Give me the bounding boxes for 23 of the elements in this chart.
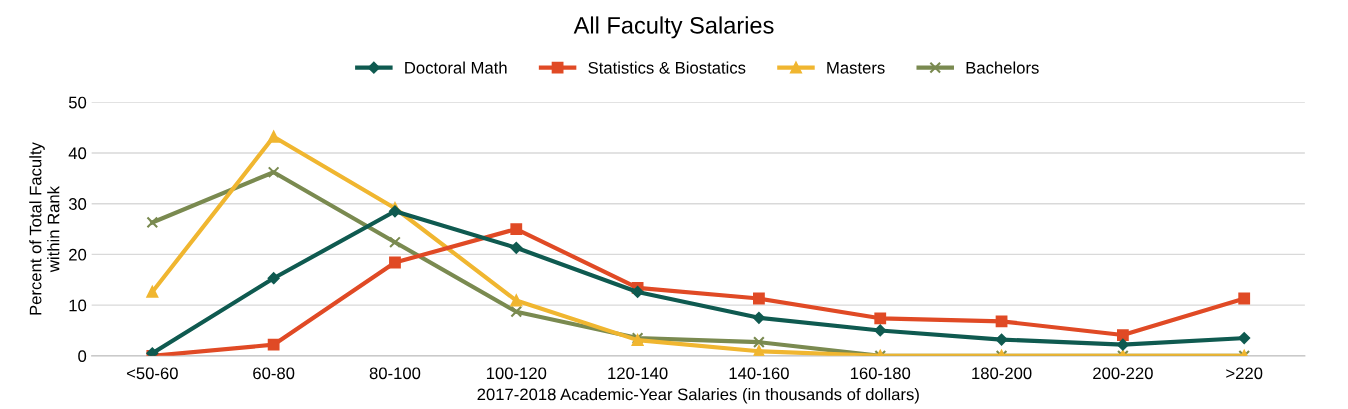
x-tick-label: 140-160 — [729, 367, 789, 380]
x-tick-label: 120-140 — [608, 367, 668, 380]
legend-label: Doctoral Math — [405, 61, 507, 74]
x-tick-label: 180-200 — [972, 367, 1032, 380]
y-tick-label: 10 — [69, 299, 87, 312]
legend-label: Statistics & Biostatics — [588, 61, 746, 74]
x-tick-label: 60-80 — [253, 367, 295, 380]
chart-title: All Faculty Salaries — [573, 16, 774, 39]
y-tick-label: 40 — [68, 147, 87, 160]
y-tick-label: 20 — [69, 248, 87, 261]
x-tick-label: 200-220 — [1093, 367, 1153, 380]
y-tick-label: 0 — [78, 350, 87, 363]
y-axis-title: Percent of Total Faculty within Rank — [29, 142, 60, 315]
x-tick-label: <50-60 — [126, 367, 178, 380]
x-tick-label: >220 — [1226, 367, 1263, 380]
y-tick-label: 50 — [68, 96, 87, 109]
legend-label: Masters — [827, 62, 885, 74]
legend-label: Bachelors — [966, 61, 1039, 74]
x-axis-title: 2017-2018 Academic-Year Salaries (in thousands of dollars) — [477, 388, 919, 404]
x-tick-label: 80-100 — [369, 367, 421, 380]
x-tick-label: 100-120 — [486, 367, 547, 380]
y-tick-label: 30 — [68, 198, 87, 210]
x-tick-label: 160-180 — [850, 367, 911, 380]
